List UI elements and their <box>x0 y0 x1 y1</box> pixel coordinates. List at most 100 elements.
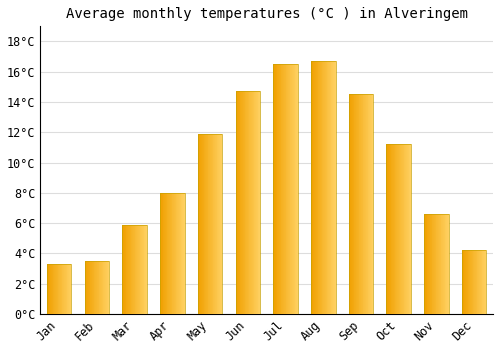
Bar <box>248 91 250 314</box>
Bar <box>50 264 51 314</box>
Bar <box>279 64 280 314</box>
Bar <box>87 261 88 314</box>
Bar <box>204 134 205 314</box>
Bar <box>61 264 62 314</box>
Bar <box>394 144 396 314</box>
Bar <box>443 214 444 314</box>
Bar <box>129 225 130 314</box>
Bar <box>47 264 72 314</box>
Bar <box>65 264 66 314</box>
Bar <box>54 264 55 314</box>
Bar <box>122 225 123 314</box>
Bar <box>283 64 284 314</box>
Bar <box>325 61 326 314</box>
Bar <box>59 264 60 314</box>
Bar <box>62 264 64 314</box>
Bar <box>94 261 96 314</box>
Bar <box>482 250 483 314</box>
Bar <box>84 261 86 314</box>
Bar <box>365 94 366 314</box>
Bar <box>398 144 400 314</box>
Bar <box>257 91 258 314</box>
Bar <box>178 193 179 314</box>
Bar <box>220 134 222 314</box>
Bar <box>286 64 287 314</box>
Bar <box>174 193 175 314</box>
Bar <box>162 193 164 314</box>
Bar <box>275 64 276 314</box>
Bar <box>362 94 364 314</box>
Bar <box>236 91 260 314</box>
Bar <box>198 134 222 314</box>
Bar <box>237 91 238 314</box>
Bar <box>480 250 482 314</box>
Bar <box>321 61 322 314</box>
Bar <box>93 261 94 314</box>
Bar <box>462 250 486 314</box>
Bar <box>133 225 134 314</box>
Bar <box>256 91 257 314</box>
Bar <box>390 144 392 314</box>
Bar <box>392 144 393 314</box>
Bar <box>330 61 332 314</box>
Bar <box>319 61 320 314</box>
Bar <box>173 193 174 314</box>
Bar <box>164 193 165 314</box>
Bar <box>69 264 70 314</box>
Bar <box>424 214 425 314</box>
Bar <box>485 250 486 314</box>
Bar <box>386 144 388 314</box>
Bar <box>239 91 240 314</box>
Bar <box>274 64 275 314</box>
Bar <box>389 144 390 314</box>
Bar <box>68 264 69 314</box>
Bar <box>138 225 140 314</box>
Bar <box>125 225 126 314</box>
Bar <box>84 261 109 314</box>
Bar <box>165 193 166 314</box>
Bar <box>447 214 448 314</box>
Bar <box>292 64 293 314</box>
Bar <box>361 94 362 314</box>
Bar <box>462 250 464 314</box>
Bar <box>484 250 485 314</box>
Bar <box>280 64 281 314</box>
Bar <box>425 214 426 314</box>
Bar <box>70 264 72 314</box>
Bar <box>408 144 410 314</box>
Bar <box>48 264 50 314</box>
Bar <box>430 214 432 314</box>
Bar <box>314 61 315 314</box>
Bar <box>208 134 210 314</box>
Bar <box>141 225 142 314</box>
Bar <box>47 264 48 314</box>
Bar <box>438 214 439 314</box>
Bar <box>397 144 398 314</box>
Bar <box>255 91 256 314</box>
Bar <box>464 250 465 314</box>
Bar <box>316 61 318 314</box>
Bar <box>329 61 330 314</box>
Bar <box>479 250 480 314</box>
Bar <box>426 214 428 314</box>
Bar <box>322 61 324 314</box>
Bar <box>206 134 207 314</box>
Bar <box>429 214 430 314</box>
Bar <box>98 261 100 314</box>
Bar <box>126 225 128 314</box>
Bar <box>238 91 239 314</box>
Bar <box>60 264 61 314</box>
Bar <box>288 64 289 314</box>
Bar <box>410 144 411 314</box>
Bar <box>101 261 102 314</box>
Bar <box>444 214 446 314</box>
Bar <box>357 94 358 314</box>
Bar <box>388 144 389 314</box>
Bar <box>368 94 369 314</box>
Bar <box>240 91 242 314</box>
Bar <box>58 264 59 314</box>
Bar <box>236 91 237 314</box>
Bar <box>180 193 182 314</box>
Bar <box>201 134 202 314</box>
Bar <box>386 144 411 314</box>
